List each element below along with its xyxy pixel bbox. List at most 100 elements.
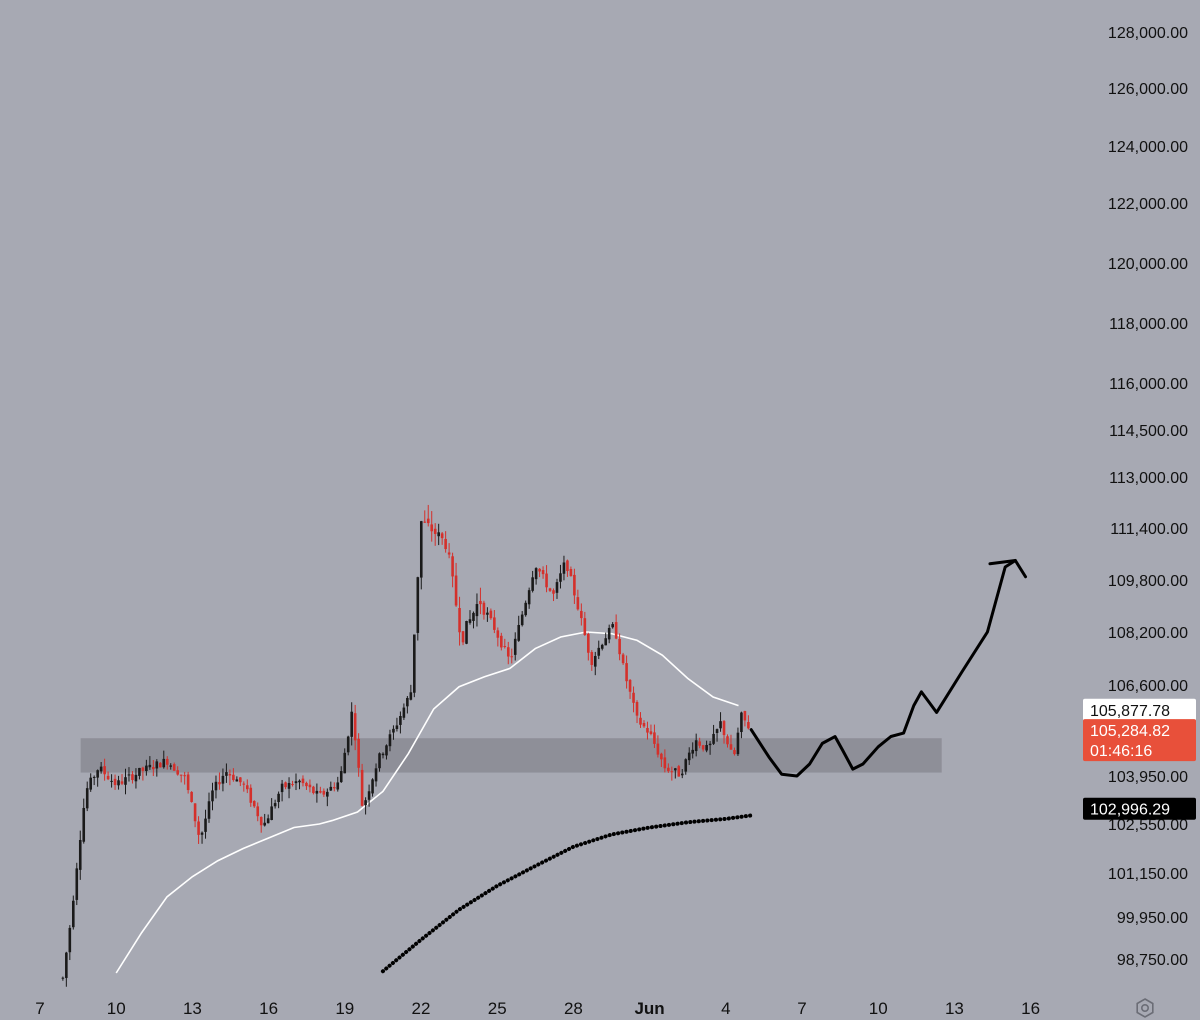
candle <box>454 562 458 607</box>
candle <box>625 655 628 689</box>
candle <box>186 771 190 794</box>
price-tick-label: 98,750.00 <box>1117 952 1188 969</box>
candle <box>663 749 667 773</box>
candle <box>496 627 500 647</box>
candle <box>545 565 548 593</box>
candle <box>106 771 110 781</box>
candle <box>124 768 127 795</box>
candle <box>239 777 242 787</box>
candle <box>68 925 72 961</box>
candle <box>465 620 468 645</box>
candle <box>479 587 482 615</box>
candle <box>218 772 221 790</box>
candle <box>242 781 246 792</box>
candle <box>360 763 364 807</box>
candle <box>395 717 399 732</box>
candle <box>740 711 743 739</box>
candle <box>635 700 639 724</box>
time-tick-label: 16 <box>259 999 278 1018</box>
price-tick-label: 102,550.00 <box>1108 817 1188 834</box>
candle <box>326 788 329 807</box>
candle <box>378 752 381 772</box>
candle <box>715 728 719 742</box>
candle <box>722 720 726 744</box>
candle <box>228 769 232 786</box>
candle <box>520 611 524 627</box>
candle <box>82 798 86 844</box>
candle <box>628 679 632 699</box>
candle <box>190 791 193 803</box>
candle <box>232 768 235 782</box>
candle <box>555 578 559 599</box>
settings-gear-icon[interactable] <box>1136 998 1154 1018</box>
candle <box>576 589 580 611</box>
candle <box>726 734 729 748</box>
time-tick-label: 10 <box>869 999 888 1018</box>
candle <box>402 703 406 720</box>
projection-layer <box>749 559 1028 778</box>
candle <box>388 729 392 752</box>
time-axis[interactable]: 7 10 13 16 19 22 25 28 Jun 4 7 10 13 16 <box>35 999 1040 1018</box>
candle <box>75 862 79 906</box>
candle <box>148 756 152 770</box>
price-tick-label: 109,800.00 <box>1108 573 1188 590</box>
candle <box>214 775 218 799</box>
candle <box>747 715 750 730</box>
candle <box>162 750 166 769</box>
candle <box>562 555 566 581</box>
candle <box>440 531 444 545</box>
candle <box>475 593 479 627</box>
candle <box>552 588 555 602</box>
candle <box>287 777 291 799</box>
price-tick-label: 108,200.00 <box>1108 625 1188 642</box>
moving-average-layer <box>115 631 754 974</box>
candle <box>374 763 378 787</box>
price-tag-value: 105,284.82 <box>1090 723 1170 740</box>
candle <box>430 511 434 542</box>
candle <box>131 771 134 784</box>
candle <box>346 735 350 756</box>
candle <box>743 710 747 727</box>
candle <box>670 766 674 781</box>
candle <box>343 748 347 774</box>
candle <box>329 781 333 791</box>
time-tick-label: 13 <box>183 999 202 1018</box>
candle <box>451 552 454 588</box>
candle <box>426 504 430 527</box>
price-axis[interactable]: 128,000.00 126,000.00 124,000.00 122,000.00… <box>1108 25 1188 969</box>
candle <box>580 603 583 626</box>
candle <box>733 747 736 756</box>
price-tag: 105,877.78 <box>1083 698 1196 721</box>
candle <box>193 803 197 828</box>
price-tag-value: 102,996.29 <box>1090 802 1170 819</box>
candle <box>541 566 545 579</box>
candle <box>211 782 214 811</box>
time-tick-label: 10 <box>107 999 126 1018</box>
candle <box>642 720 646 728</box>
candle <box>103 758 106 781</box>
candle <box>270 798 273 821</box>
candle <box>538 568 541 578</box>
price-tick-label: 101,150.00 <box>1108 866 1188 883</box>
candle <box>381 752 385 759</box>
projection-arrowhead <box>988 559 1028 579</box>
candle <box>611 622 614 629</box>
candle <box>698 737 701 749</box>
candle <box>534 567 538 585</box>
candle <box>447 543 451 559</box>
candle <box>273 799 277 809</box>
candle <box>687 747 691 765</box>
candle <box>110 774 113 788</box>
candle <box>604 632 608 646</box>
candle <box>266 814 270 824</box>
candle <box>155 759 159 777</box>
candle <box>221 768 225 792</box>
candle <box>531 570 534 593</box>
candle <box>583 611 587 636</box>
ema-slow-dotted-line <box>380 813 754 974</box>
price-tag: 105,284.82 01:46:16 <box>1083 719 1196 762</box>
candle <box>298 779 301 790</box>
candle <box>308 779 312 793</box>
price-tick-label: 118,000.00 <box>1109 316 1188 333</box>
